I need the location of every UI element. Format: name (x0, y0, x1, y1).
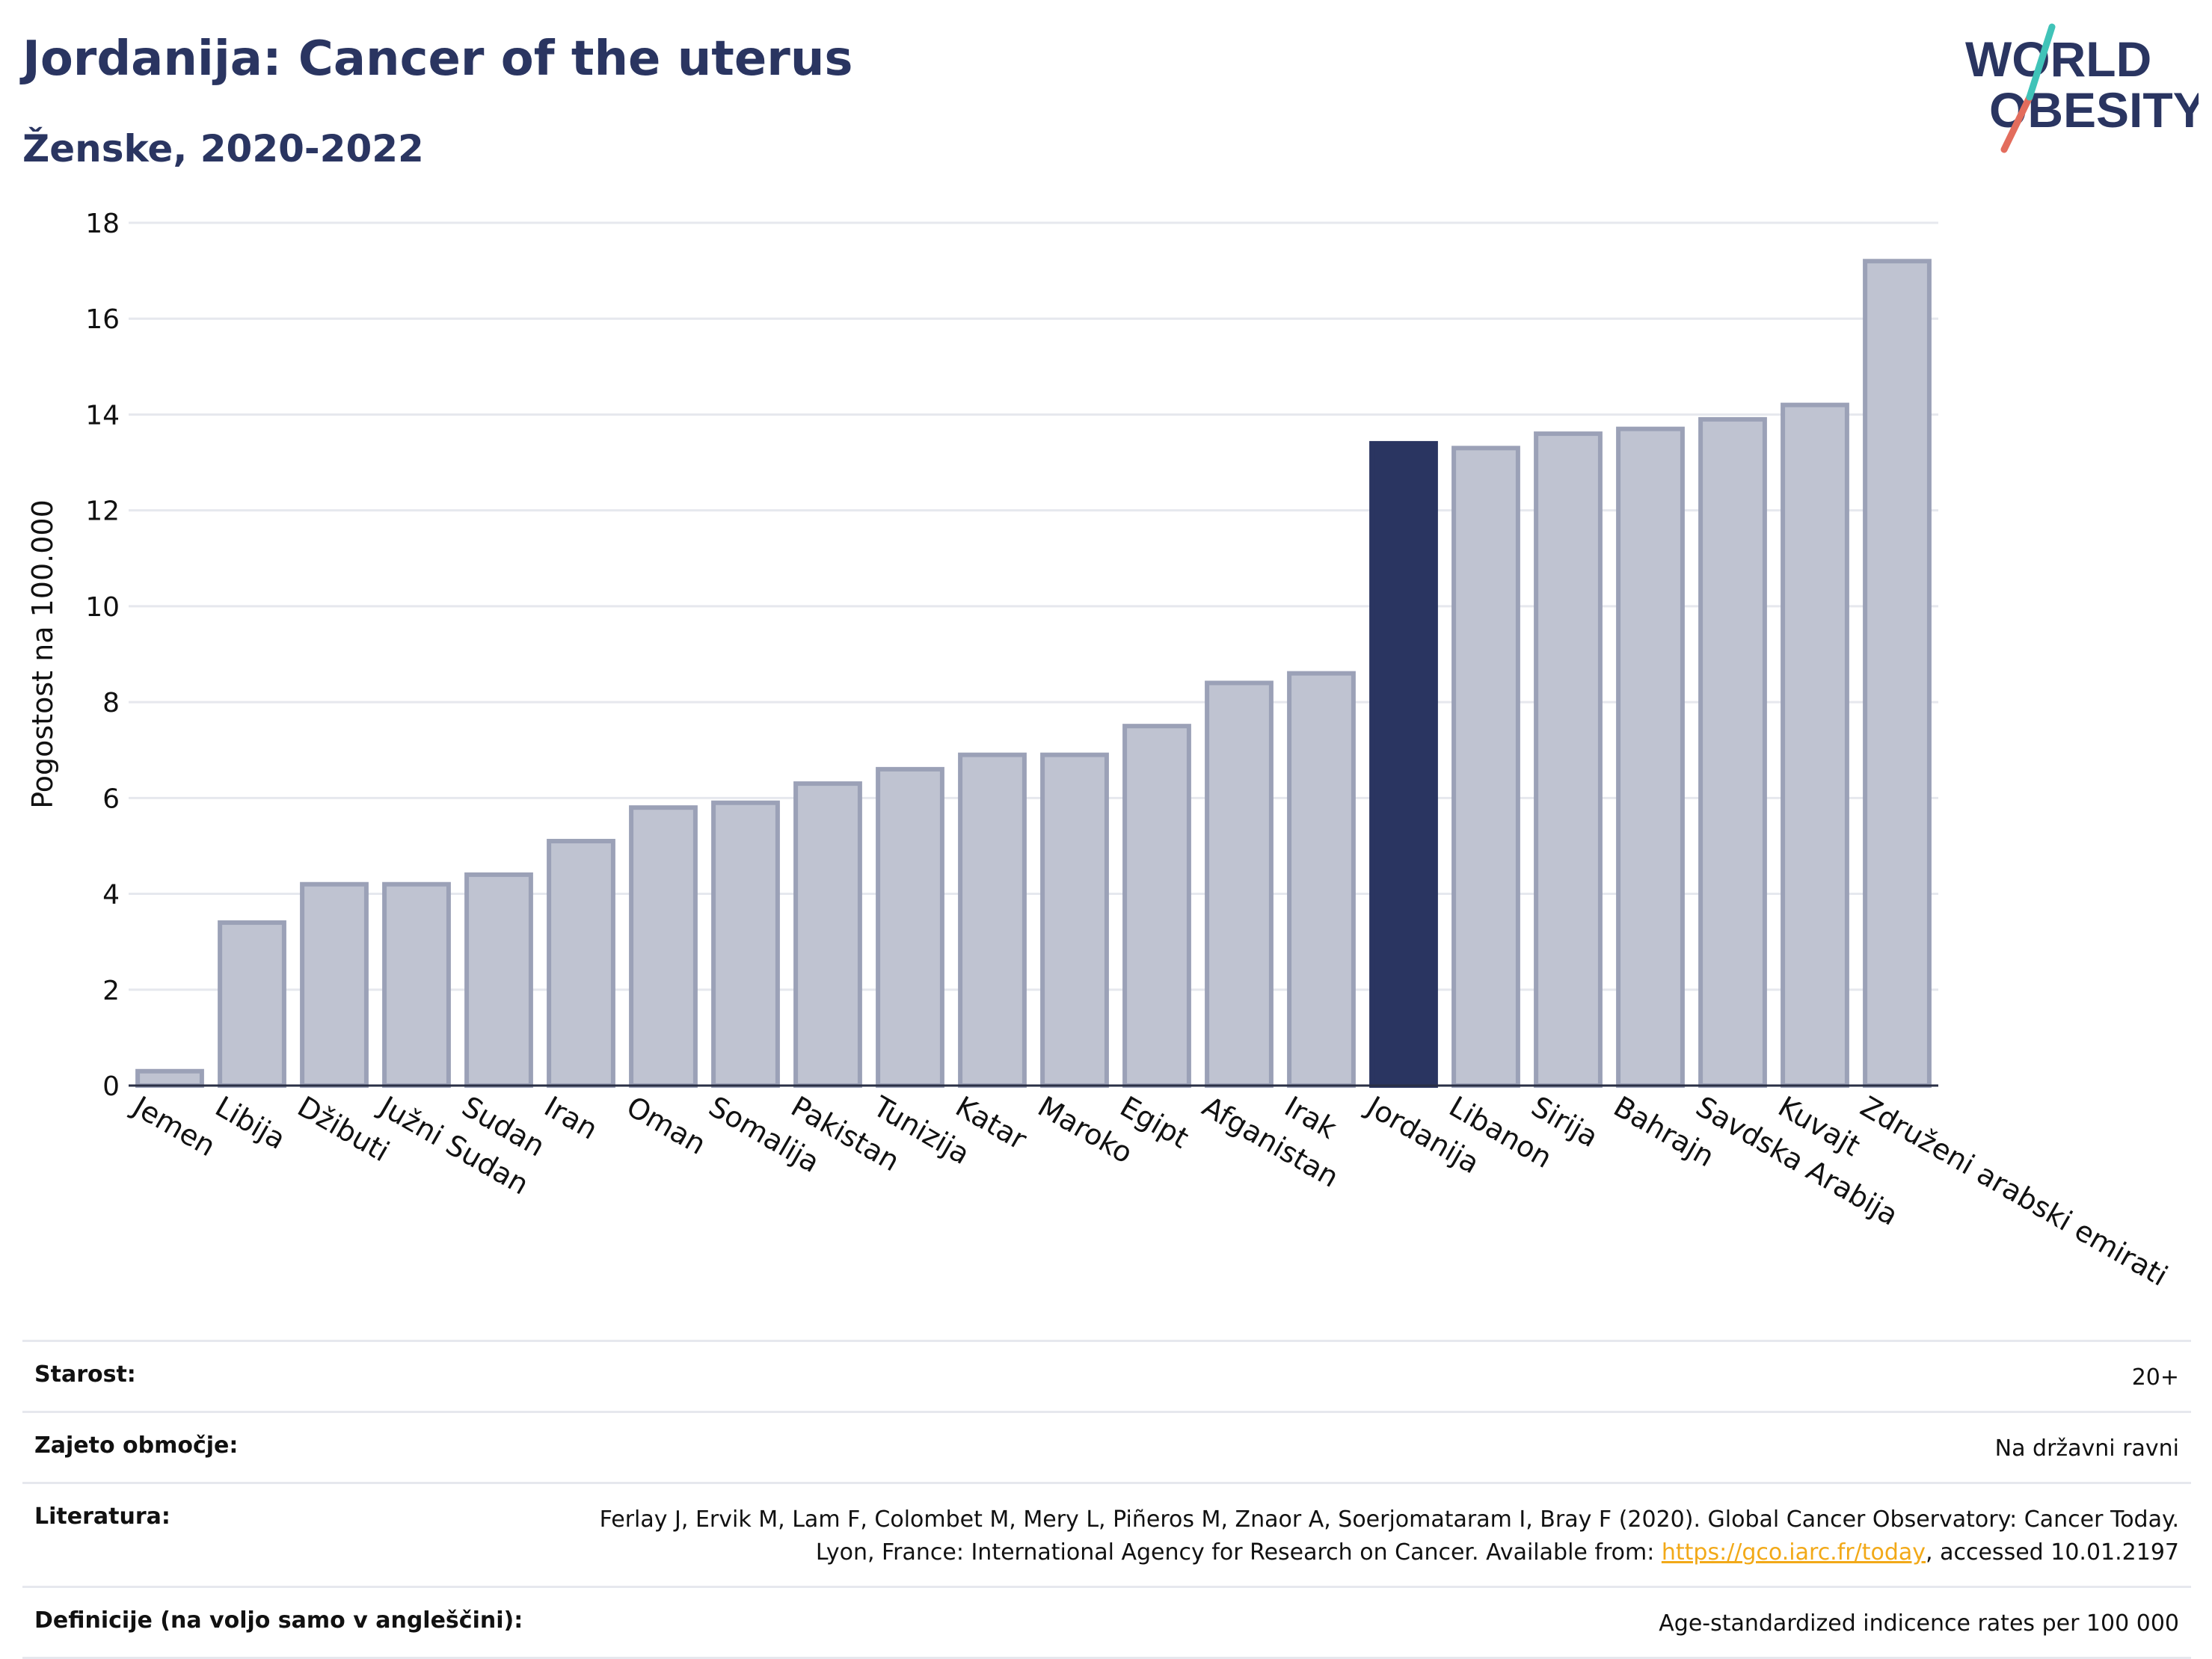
bar-džibuti (300, 881, 369, 1088)
bar-jemen (135, 1068, 204, 1089)
bar-iran (547, 839, 615, 1088)
coverage-label: Zajeto območje: (34, 1432, 239, 1459)
coverage-value: Na državni ravni (1994, 1435, 2179, 1462)
y-tick-label: 6 (102, 784, 120, 814)
literature-accessed: , accessed 10.01.2197 (1926, 1539, 2179, 1566)
bar-libanon (1451, 446, 1520, 1088)
x-tick-label: Libija (210, 1090, 292, 1156)
definitions-value: Age-standardized indicence rates per 100… (1659, 1610, 2179, 1637)
y-tick-label: 16 (85, 304, 120, 335)
bar-libija (218, 920, 286, 1088)
literature-value: Ferlay J, Ervik M, Lam F, Colombet M, Me… (564, 1503, 2179, 1569)
bar-tunizija (876, 766, 944, 1089)
info-row-coverage: Zajeto območje: Na državni ravni (22, 1411, 2191, 1482)
bar-maroko (1040, 752, 1109, 1089)
bar-irak (1287, 671, 1356, 1088)
x-tick-label: Oman (621, 1090, 712, 1161)
info-row-literature: Literatura: Ferlay J, Ervik M, Lam F, Co… (22, 1482, 2191, 1586)
chart-subtitle: Ženske, 2020-2022 (22, 127, 424, 170)
logo-slash-red (2000, 93, 2033, 153)
bar-kuvajt (1781, 402, 1849, 1088)
info-row-definitions: Definicije (na voljo samo v angleščini):… (22, 1586, 2191, 1659)
x-tick-label: Džibuti (292, 1090, 396, 1169)
chart-title: Jordanija: Cancer of the uterus (22, 31, 853, 87)
literature-label: Literatura: (34, 1503, 170, 1530)
y-tick-label: 2 (102, 976, 120, 1006)
y-tick-label: 10 (85, 592, 120, 623)
bar-afganistan (1205, 680, 1274, 1088)
age-value: 20+ (2131, 1364, 2179, 1391)
x-tick-label: Maroko (1033, 1090, 1139, 1170)
age-label: Starost: (34, 1361, 136, 1388)
bar-katar (958, 752, 1027, 1089)
bar-bahrajn (1616, 426, 1685, 1088)
bar-pakistan (793, 781, 862, 1088)
y-axis-label: Pogostost na 100.000 (26, 499, 59, 809)
definitions-label: Definicije (na voljo samo v angleščini): (34, 1607, 523, 1634)
literature-link[interactable]: https://gco.iarc.fr/today (1661, 1539, 1926, 1566)
bars (135, 259, 1932, 1089)
logo-text-world: WORLD (1965, 31, 2151, 87)
logo-slash-teal (2026, 23, 2056, 101)
y-tick-label: 8 (102, 688, 120, 718)
bar-egipt (1122, 724, 1191, 1089)
x-tick-label: Jemen (126, 1089, 221, 1163)
bar-somalija (711, 800, 780, 1088)
bar-savdska-arabija (1698, 416, 1767, 1088)
bar-jordanija (1369, 440, 1438, 1088)
bar-oman (629, 805, 698, 1088)
y-tick-label: 18 (85, 209, 120, 239)
info-row-age: Starost: 20+ (22, 1340, 2191, 1411)
x-tick-label: Združeni arabski emirati (1855, 1090, 2174, 1293)
bar-južni-sudan (382, 881, 451, 1088)
y-tick-label: 4 (102, 880, 120, 911)
world-obesity-logo: WORLD OBESITY (1965, 23, 2199, 153)
literature-text: Ferlay J, Ervik M, Lam F, Colombet M, Me… (599, 1506, 2179, 1566)
y-tick-label: 12 (85, 496, 120, 527)
bar-združeni-arabski-emirati (1863, 259, 1932, 1088)
y-tick-label: 0 (102, 1071, 120, 1102)
bar-sudan (464, 872, 533, 1089)
info-table: Starost: 20+ Zajeto območje: Na državni … (22, 1340, 2191, 1659)
bar-sirija (1534, 431, 1603, 1088)
y-tick-label: 14 (85, 400, 120, 431)
